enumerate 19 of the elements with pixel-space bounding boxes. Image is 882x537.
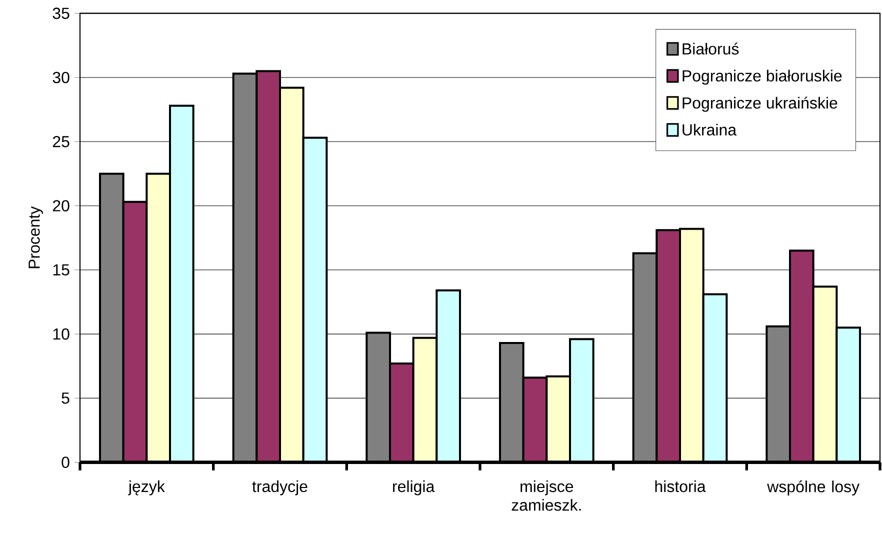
x-tick-label: miejsce zamieszk.: [512, 480, 581, 511]
legend-label: Ukraina: [682, 124, 737, 136]
legend-label: Białoruś: [682, 42, 739, 55]
x-tick-label: tradycje: [252, 480, 308, 496]
y-tick-label: 20: [52, 200, 70, 212]
y-tick-label: 10: [53, 328, 70, 340]
x-tick-label: historia: [655, 480, 706, 492]
y-tick-label: 5: [62, 392, 70, 404]
x-tick-label: religia: [393, 480, 435, 496]
y-tick-label: 30: [52, 72, 70, 84]
y-tick-label: 0: [62, 456, 70, 468]
x-tick-label: wspólne losy: [767, 480, 860, 496]
y-tick-label: 15: [53, 264, 70, 276]
y-axis-title: Procenty: [28, 206, 44, 268]
x-tick-label: język: [128, 480, 165, 496]
y-tick-label: 35: [52, 8, 70, 19]
y-tick-label: 25: [52, 136, 70, 148]
legend-label: Pogranicze białoruskie: [682, 70, 842, 85]
legend-label: Pogranicze ukraińskie: [682, 96, 838, 112]
